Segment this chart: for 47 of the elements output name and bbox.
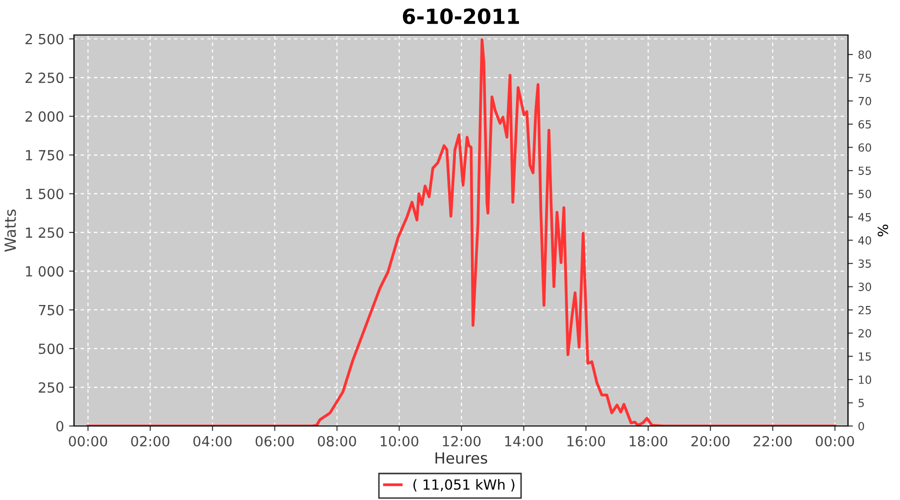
x-axis-title: Heures [436,452,488,464]
x-tick-label: 20:00 [691,436,730,446]
y-tick-label: 1 750 [26,150,64,160]
y2-tick-label: 30 [858,282,872,292]
y2-tick-label: 55 [858,166,871,175]
y2-tick-label: 45 [858,213,871,222]
y2-tick-label: 80 [858,50,872,59]
line-series [86,38,836,426]
y-tick-label: 2 000 [26,111,64,122]
y-tick-label: 1 250 [26,227,64,238]
x-tick-label: 00:00 [68,436,108,446]
y2-tick-label: 75 [858,74,871,82]
y-tick-label: 0 [56,420,64,432]
x-tick-label: 00:00 [816,436,854,446]
y-tick-label: 250 [38,382,64,393]
x-tick-label: 08:00 [318,436,356,446]
x-tick-label: 14:00 [505,436,543,446]
x-tick-label: 12:00 [442,436,481,446]
y2-tick-label: 70 [858,96,872,106]
y-axis-title: Watts [4,210,16,252]
x-tick-label: 06:00 [256,436,294,446]
y-tick-label: 1 000 [26,266,64,277]
y2-tick-label: 15 [858,352,871,361]
legend-label: ( 11,051 kWh ) [413,479,514,492]
y2-tick-label: 20 [858,329,872,338]
x-tick-label: 10:00 [380,436,418,446]
y2-tick-label: 50 [858,190,872,198]
y2-tick-label: 65 [858,120,871,129]
y2-tick-label: 40 [858,236,872,245]
y2-tick-label: 10 [858,376,872,384]
y-tick-label: 2 500 [26,34,64,44]
y2-tick-label: 60 [858,143,872,152]
chart-title: 6-10-2011 [402,8,519,24]
y2-tick-label: 0 [858,422,864,430]
x-tick-label: 22:00 [754,436,792,446]
y2-axis-title: % [878,224,888,236]
x-tick-label: 18:00 [630,436,668,446]
y-tick-label: 500 [38,344,64,354]
y-tick-label: 750 [38,304,64,316]
x-tick-label: 16:00 [567,436,606,446]
y-tick-label: 1 500 [26,188,64,200]
y-tick-label: 2 250 [26,72,64,84]
x-tick-label: 04:00 [193,436,232,446]
y2-tick-label: 25 [858,306,871,314]
y2-tick-label: 35 [858,259,871,268]
x-tick-label: 02:00 [131,436,170,446]
y2-tick-label: 5 [858,398,864,408]
